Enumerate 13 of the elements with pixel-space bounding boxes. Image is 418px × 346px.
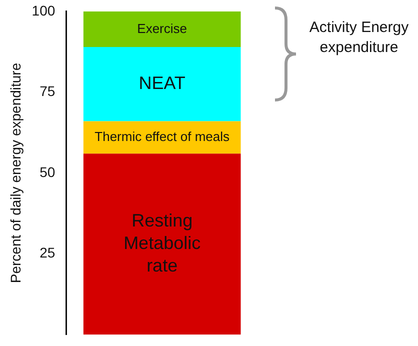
y-tick-label: 50 bbox=[40, 164, 56, 180]
series-label: Resting Metabolic rate bbox=[124, 210, 201, 276]
y-tick-label: 25 bbox=[40, 244, 56, 261]
bar bbox=[83, 11, 241, 47]
text: Activity Energy expenditure bbox=[308, 18, 410, 58]
y-axis-title: Percent of daily energy expenditure bbox=[7, 62, 24, 284]
series-label: NEAT bbox=[138, 73, 186, 94]
series-label: Thermic effect of meals bbox=[94, 129, 230, 144]
bar bbox=[83, 46, 241, 122]
y-tick-label: 75 bbox=[40, 83, 56, 100]
y-tick-label: 100 bbox=[32, 2, 56, 18]
series-label: Exercise bbox=[137, 20, 188, 36]
bar bbox=[83, 154, 241, 335]
